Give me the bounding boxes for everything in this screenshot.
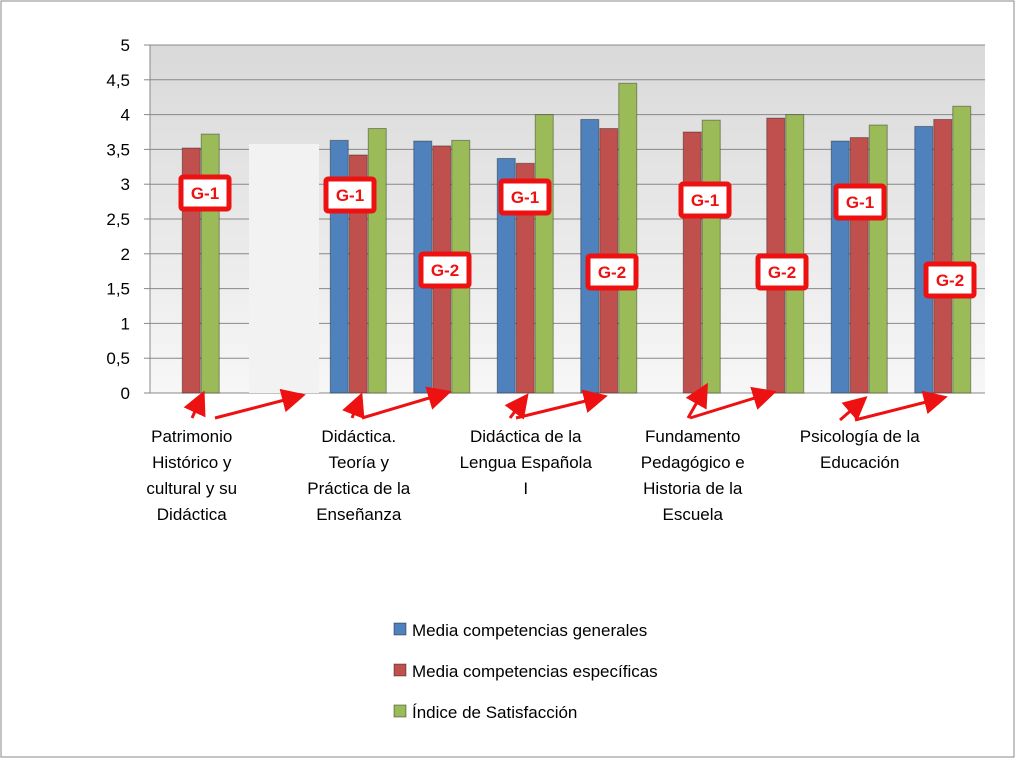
x-tick-line: Patrimonio <box>151 427 232 446</box>
y-tick-label: 4 <box>121 106 130 125</box>
bar <box>200 133 220 394</box>
bar <box>496 157 516 394</box>
annotation: G-1 <box>511 188 539 207</box>
bar <box>701 119 721 394</box>
x-tick-line: Historia de la <box>643 479 743 498</box>
legend-label: Media competencias generales <box>412 621 647 640</box>
y-tick-label: 3 <box>121 175 130 194</box>
x-tick-line: Didáctica <box>157 505 227 524</box>
y-tick-label: 4,5 <box>106 71 130 90</box>
arrows <box>183 382 948 422</box>
y-tick-label: 5 <box>121 36 130 55</box>
annotation: G-1 <box>336 186 364 205</box>
y-tick-label: 0,5 <box>106 349 130 368</box>
x-tick-line: Didáctica. <box>321 427 396 446</box>
x-tick-line: Escuela <box>663 505 724 524</box>
x-tick-line: Psicología de la <box>800 427 921 446</box>
x-tick-line: Fundamento <box>645 427 740 446</box>
bar <box>914 125 934 394</box>
bar <box>515 162 535 394</box>
annotation-box <box>585 253 639 291</box>
annotation-box <box>178 174 232 212</box>
annotation-box <box>833 183 887 221</box>
annotation-box <box>418 251 472 289</box>
x-tick-line: Educación <box>820 453 899 472</box>
annotation: G-1 <box>191 184 219 203</box>
y-tick-label: 3,5 <box>106 140 130 159</box>
x-tick-label: Psicología de la Educación <box>800 427 921 472</box>
y-tick-label: 1 <box>121 314 130 333</box>
annotation: G-1 <box>846 193 874 212</box>
legend-label: Media competencias específicas <box>412 662 658 681</box>
x-tick-line: Lengua Española <box>460 453 593 472</box>
annotation: G-2 <box>936 271 964 290</box>
legend-label: Índice de Satisfacción <box>412 703 577 722</box>
overlay <box>249 144 319 393</box>
legend-swatch <box>393 622 407 636</box>
x-tick-line: I <box>523 479 528 498</box>
annotation: G-2 <box>598 263 626 282</box>
x-tick-label: Didáctica. Teoría y Práctica de la Enseñanz… <box>307 427 411 524</box>
bar <box>682 131 702 394</box>
annotation: G-2 <box>431 261 459 280</box>
bar <box>367 128 387 394</box>
annotation: G-1 <box>691 191 719 210</box>
y-tick-label: 1,5 <box>106 280 130 299</box>
bar <box>830 140 850 394</box>
bar <box>849 137 869 394</box>
bar <box>868 124 888 394</box>
y-tick-label: 0 <box>121 384 130 403</box>
legend-swatch <box>393 663 407 677</box>
x-tick-line: Pedagógico e <box>641 453 745 472</box>
x-tick-line: Práctica de la <box>307 479 411 498</box>
annotation-box <box>678 181 732 219</box>
annotation-box <box>755 253 809 291</box>
x-tick-line: Didáctica de la <box>470 427 582 446</box>
annotation-box <box>323 176 377 214</box>
bar <box>952 105 972 394</box>
x-tick-label: Patrimonio Histórico y cultural y su Didáct… <box>146 427 237 524</box>
legend-swatch <box>393 704 407 718</box>
bar <box>534 114 554 394</box>
x-tick-line: Histórico y <box>152 453 232 472</box>
annotation-box <box>498 178 552 216</box>
bar <box>618 82 638 394</box>
bar <box>933 118 953 394</box>
annotation: G-2 <box>768 263 796 282</box>
y-tick-label: 2 <box>121 245 130 264</box>
x-tick-label: Didáctica de la Lengua Española I <box>460 427 593 498</box>
x-tick-line: cultural y su <box>146 479 237 498</box>
x-tick-label: Fundamento Pedagógico e Historia de la Escu… <box>641 427 745 524</box>
y-tick-label: 2,5 <box>106 210 130 229</box>
x-tick-line: Teoría y <box>329 453 390 472</box>
annotation-box <box>923 261 977 299</box>
x-tick-line: Enseñanza <box>316 505 402 524</box>
